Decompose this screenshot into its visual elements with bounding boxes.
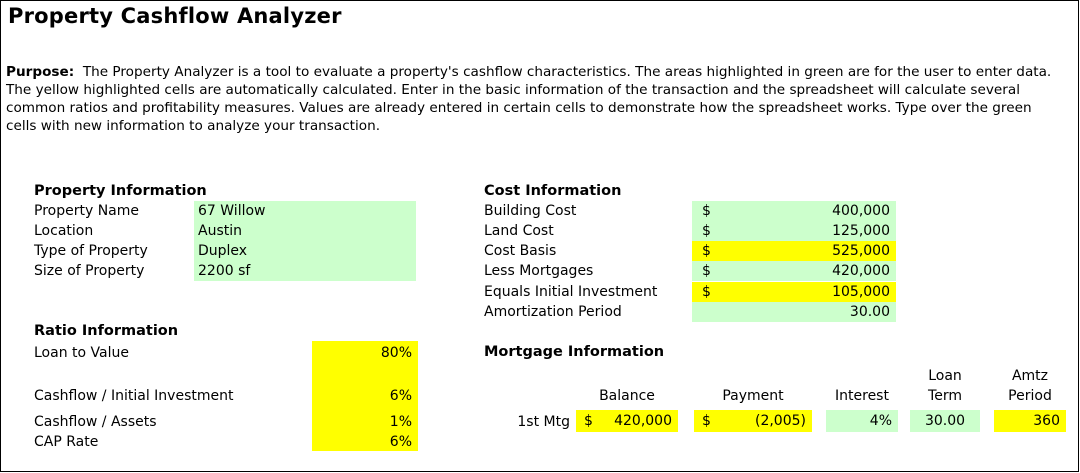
loan-to-value-label: Loan to Value xyxy=(34,345,129,361)
currency-symbol: $ xyxy=(702,284,711,300)
property-name-label: Property Name xyxy=(34,203,139,219)
initial-investment-value: 105,000 xyxy=(832,284,890,300)
location-label: Location xyxy=(34,223,94,239)
cashflow-assets-value: 1% xyxy=(389,414,412,430)
land-cost-label: Land Cost xyxy=(484,223,554,239)
initial-investment-cell: $105,000 xyxy=(692,282,896,302)
building-cost-value: 400,000 xyxy=(832,203,890,219)
cost-basis-label: Cost Basis xyxy=(484,243,557,259)
page-title: Property Cashflow Analyzer xyxy=(8,4,342,28)
mortgage-interest-input[interactable]: 4% xyxy=(826,410,898,432)
col-header-loan-term-line2: Term xyxy=(928,388,962,404)
less-mortgages-input[interactable]: $420,000 xyxy=(692,261,896,281)
cost-info-heading: Cost Information xyxy=(484,183,622,199)
less-mortgages-label: Less Mortgages xyxy=(484,263,594,279)
purpose-text: The Property Analyzer is a tool to evalu… xyxy=(6,64,1052,134)
initial-investment-label: Equals Initial Investment xyxy=(484,284,658,300)
less-mortgages-value: 420,000 xyxy=(832,263,890,279)
col-header-amtz-line1: Amtz xyxy=(1011,368,1049,384)
property-size-label: Size of Property xyxy=(34,263,145,279)
property-name-input[interactable]: 67 Willow xyxy=(194,201,416,221)
mortgage-row-label: 1st Mtg xyxy=(517,414,570,430)
property-size-input[interactable]: 2200 sf xyxy=(194,261,416,281)
cost-basis-value: 525,000 xyxy=(832,243,890,259)
currency-symbol: $ xyxy=(702,263,711,279)
col-header-payment: Payment xyxy=(722,388,784,404)
mortgage-amtz-period-cell: 360 xyxy=(994,410,1066,432)
building-cost-input[interactable]: $400,000 xyxy=(692,201,896,221)
mortgage-payment-value: (2,005) xyxy=(754,413,806,429)
mortgage-info-heading: Mortgage Information xyxy=(484,344,665,360)
cap-rate-label: CAP Rate xyxy=(34,434,99,450)
property-type-input[interactable]: Duplex xyxy=(194,241,416,261)
ratio-values-block xyxy=(312,341,418,451)
col-header-balance: Balance xyxy=(599,388,655,404)
currency-symbol: $ xyxy=(702,243,711,259)
property-info-heading: Property Information xyxy=(34,183,207,199)
cap-rate-value: 6% xyxy=(389,434,412,450)
col-header-loan-term-line1: Loan xyxy=(928,368,962,384)
mortgage-balance-cell: $420,000 xyxy=(576,410,678,432)
building-cost-label: Building Cost xyxy=(484,203,577,219)
amortization-period-label: Amortization Period xyxy=(484,304,622,320)
cashflow-assets-label: Cashflow / Assets xyxy=(34,414,157,430)
amortization-period-input[interactable]: 30.00 xyxy=(692,302,896,322)
currency-symbol: $ xyxy=(584,413,593,429)
col-header-amtz-line2: Period xyxy=(1008,388,1052,404)
col-header-interest: Interest xyxy=(835,388,889,404)
property-type-label: Type of Property xyxy=(34,243,148,259)
loan-to-value-value: 80% xyxy=(380,345,412,361)
purpose-paragraph: Purpose: The Property Analyzer is a tool… xyxy=(6,63,1066,135)
land-cost-input[interactable]: $125,000 xyxy=(692,221,896,241)
mortgage-payment-cell: $ (2,005) xyxy=(694,410,812,432)
cashflow-initial-investment-label: Cashflow / Initial Investment xyxy=(34,388,234,404)
currency-symbol: $ xyxy=(702,203,711,219)
amortization-period-value: 30.00 xyxy=(849,304,890,320)
location-input[interactable]: Austin xyxy=(194,221,416,241)
currency-symbol: $ xyxy=(702,223,711,239)
mortgage-balance-value: 420,000 xyxy=(614,413,672,429)
ratio-info-heading: Ratio Information xyxy=(34,323,179,339)
cost-basis-cell: $525,000 xyxy=(692,241,896,261)
purpose-label: Purpose: xyxy=(6,64,75,80)
mortgage-loan-term-input[interactable]: 30.00 xyxy=(910,410,980,432)
land-cost-value: 125,000 xyxy=(832,223,890,239)
cashflow-initial-investment-value: 6% xyxy=(389,388,412,404)
currency-symbol: $ xyxy=(702,413,711,429)
